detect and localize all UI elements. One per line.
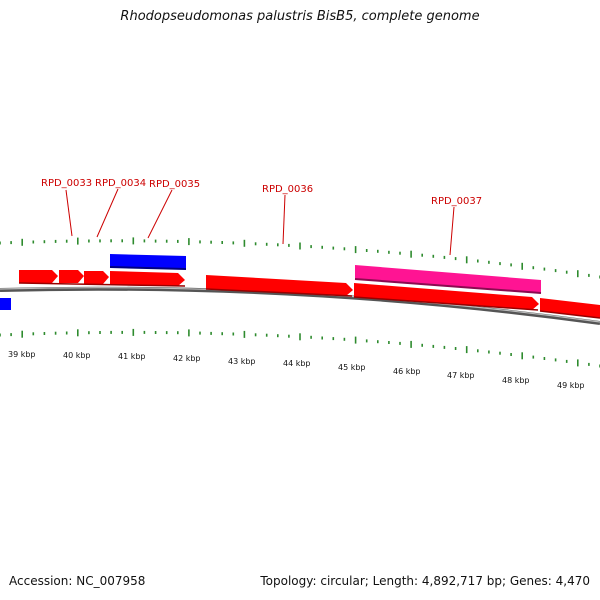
genome-title: Rhodopseudomonas palustris BisB5, comple… (120, 9, 480, 24)
leader-line-RPD_0037 (449, 206, 455, 256)
ruler-label: 48 kbp (502, 376, 530, 385)
leader-line-RPD_0035 (147, 189, 173, 239)
gene-label-RPD_0033: RPD_0033 (41, 178, 92, 189)
ruler-label: 41 kbp (118, 352, 146, 361)
leader-line-RPD_0033 (65, 189, 73, 237)
accession-label: Accession: NC_007958 (9, 574, 146, 588)
upper-tick-track (0, 237, 600, 279)
gene-arrow-1 (19, 270, 58, 283)
gene-edge (18, 282, 186, 287)
gene-arrow-6 (540, 298, 600, 318)
gene-label-RPD_0036: RPD_0036 (262, 184, 313, 195)
ruler-label: 46 kbp (393, 367, 421, 376)
gene-RPD_0037-box (355, 265, 541, 293)
gene-label-RPD_0034: RPD_0034 (95, 178, 146, 189)
forward-gene-track (18, 270, 600, 319)
ruler-label: 47 kbp (447, 371, 475, 380)
genome-summary-label: Topology: circular; Length: 4,892,717 bp… (260, 574, 590, 588)
gene-RPD_0035-box (110, 254, 186, 269)
ruler-label: 39 kbp (8, 350, 36, 359)
leader-line-RPD_0034 (96, 188, 119, 238)
ruler-label: 43 kbp (228, 357, 256, 366)
gene-edge (539, 310, 600, 319)
lower-tick-track (0, 328, 600, 368)
gene-arrow-4 (110, 271, 185, 286)
ruler-label: 45 kbp (338, 363, 366, 372)
gene-arrow-5 (354, 283, 539, 310)
gene-edge (353, 296, 539, 311)
gene-blue-left-edge (0, 298, 11, 310)
gene-edge (205, 288, 353, 297)
ruler-label: 49 kbp (557, 381, 585, 390)
ruler-label: 40 kbp (63, 351, 91, 360)
gene-label-RPD_0035: RPD_0035 (149, 179, 200, 190)
ruler-label: 44 kbp (283, 359, 311, 368)
gene-label-RPD_0037: RPD_0037 (431, 196, 482, 207)
gene-arrow-2 (59, 270, 84, 283)
gene-arrow-3 (84, 271, 109, 284)
gene-RPD_0035-shadow (109, 266, 187, 270)
ruler-label: 42 kbp (173, 354, 201, 363)
gene-RPD_0037-shadow (354, 278, 542, 294)
genome-backbone (0, 286, 600, 325)
leader-line-RPD_0036 (282, 194, 286, 245)
